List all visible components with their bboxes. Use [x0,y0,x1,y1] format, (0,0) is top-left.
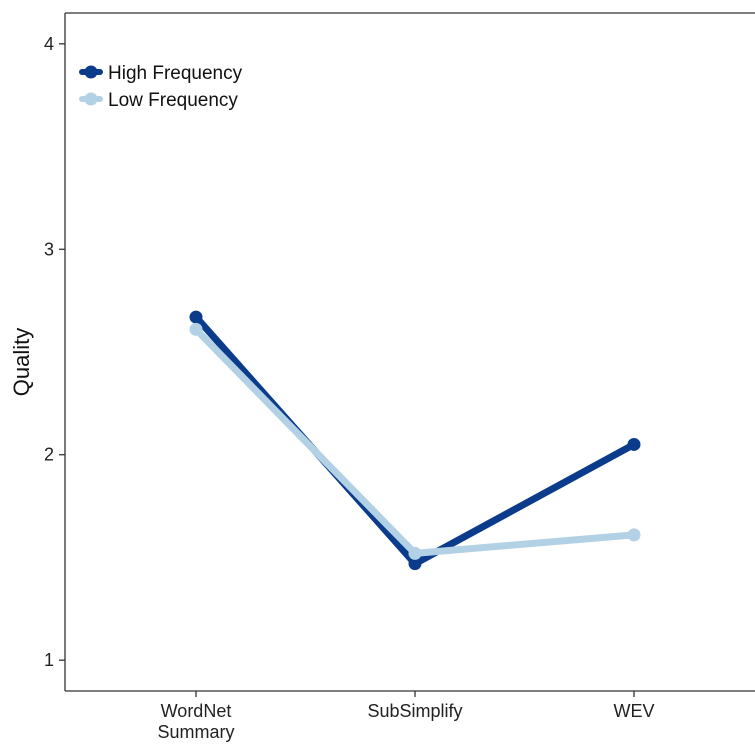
data-point [627,437,641,451]
y-tick-label: 2 [44,445,54,465]
series-line [192,325,638,557]
y-axis-title: Quality [9,328,34,396]
legend-item: High Frequency [79,63,243,84]
x-tick-label-line: Summary [157,722,234,742]
y-tick-label: 1 [44,650,54,670]
x-tick-label-line: WordNet [161,701,232,721]
series-1 [189,310,641,571]
legend: High Frequency Low Frequency [79,63,243,111]
x-tick-label: WordNet Summary [157,701,234,742]
y-tick-label: 3 [44,239,54,259]
x-tick-label-line: WEV [613,701,654,721]
axes [64,12,755,692]
data-point [189,310,203,324]
x-tick-label-line: SubSimplify [367,701,462,721]
data-point [408,546,422,560]
legend-swatch-dot [84,65,98,79]
y-tick-label: 4 [44,34,54,54]
series-2 [189,322,641,560]
data-point [408,557,422,571]
series-line [192,313,638,568]
legend-label: High Frequency [108,63,243,84]
x-tick-label: SubSimplify [367,701,462,721]
data-point [189,322,203,336]
legend-label: Low Frequency [108,90,238,111]
ticks: 1 2 3 4 WordNet Summary SubSimplify WEV [44,34,655,742]
series-layer [189,310,641,571]
legend-item: Low Frequency [79,90,238,111]
x-tick-label: WEV [613,701,654,721]
data-point [627,528,641,542]
legend-swatch-dot [84,92,98,106]
